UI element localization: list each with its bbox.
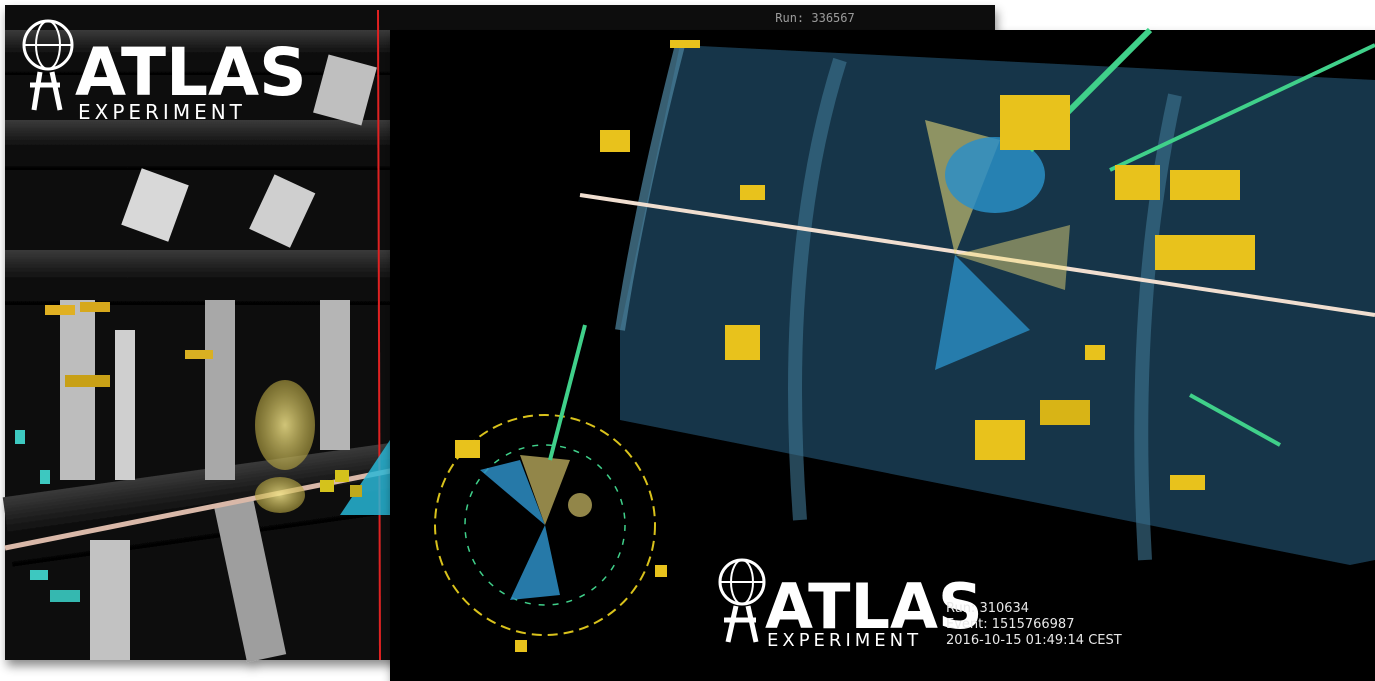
logo-title: ATLAS: [75, 34, 307, 111]
logo-subtitle: EXPERIMENT: [78, 100, 246, 124]
run-label: Run: 310634: [946, 601, 1029, 616]
detector-structure: [2, 9, 399, 663]
run-label: Run: 336567: [775, 11, 854, 25]
logo-title: ATLAS: [765, 570, 983, 643]
end-view: [434, 324, 667, 652]
event-label: Event: 1515766987: [946, 617, 1074, 632]
logo-subtitle: EXPERIMENT: [767, 630, 922, 651]
front-panel: ATLAS EXPERIMENT Run: 310634 Event: 1515…: [390, 27, 1375, 681]
front-logo: ATLAS EXPERIMENT: [718, 558, 983, 651]
detector-view: [579, 27, 1375, 565]
back-logo: ATLAS EXPERIMENT: [22, 19, 307, 124]
timestamp: 2016-10-15 01:49:14 CEST: [946, 633, 1122, 648]
